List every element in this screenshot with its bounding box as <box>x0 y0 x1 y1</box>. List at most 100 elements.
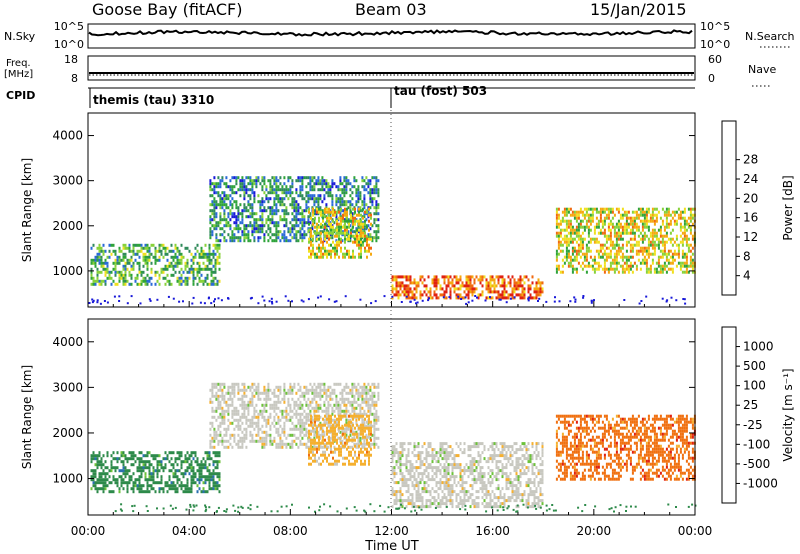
scatter-point <box>145 505 148 508</box>
scatter-point <box>383 295 386 298</box>
scatter-point <box>249 508 252 511</box>
scatter-point <box>291 300 293 303</box>
scatter-point <box>554 509 557 512</box>
colorbar-tick-label: -100 <box>743 437 770 451</box>
scatter-point <box>172 297 175 300</box>
scatter-point <box>574 298 577 301</box>
scatter-point <box>328 298 331 301</box>
y-tick-label: 1000 <box>52 472 83 486</box>
scatter-point <box>379 504 382 507</box>
scatter-point <box>214 298 216 301</box>
scatter-point <box>634 505 637 508</box>
scatter-point <box>204 504 207 507</box>
scatter-point <box>512 508 515 511</box>
scatter-point <box>359 298 362 301</box>
colorbar-tick-label: -25 <box>743 418 763 432</box>
scatter-point <box>442 296 445 299</box>
echo-region <box>555 414 696 481</box>
scatter-point <box>237 510 240 513</box>
scatter-point <box>434 507 437 509</box>
scatter-point <box>387 506 390 509</box>
scatter-point <box>217 506 220 509</box>
scatter-point <box>467 301 470 304</box>
scatter-point <box>271 300 273 303</box>
scatter-point <box>683 298 686 301</box>
scatter-point <box>103 300 106 302</box>
scatter-point <box>268 300 271 303</box>
nsky-panel <box>87 23 696 49</box>
scatter-point <box>276 510 279 513</box>
scatter-point <box>353 506 356 509</box>
date-title: 15/Jan/2015 <box>590 0 687 19</box>
scatter-point <box>625 505 628 508</box>
scatter-point <box>485 510 488 513</box>
scatter-point <box>645 295 648 298</box>
scatter-point <box>146 510 149 512</box>
scatter-point <box>418 506 421 509</box>
scatter-point <box>256 505 259 508</box>
scatter-point <box>208 506 211 509</box>
x-tick-label: 20:00 <box>577 524 612 538</box>
scatter-point <box>502 506 505 509</box>
scatter-point <box>667 503 670 506</box>
scatter-point <box>398 507 401 510</box>
x-tick-label: 00:00 <box>71 524 106 538</box>
scatter-point <box>120 503 123 506</box>
scatter-point <box>665 300 668 303</box>
colorbar-frame <box>721 326 737 504</box>
scatter-point <box>192 296 195 299</box>
scatter-point <box>363 509 366 512</box>
echo-region <box>90 451 221 494</box>
scatter-point <box>88 302 91 304</box>
scatter-point <box>527 299 530 302</box>
scatter-point <box>415 302 417 305</box>
scatter-point <box>499 298 502 301</box>
scatter-point <box>178 300 181 303</box>
scatter-point <box>584 504 587 506</box>
scatter-point <box>210 302 213 305</box>
scatter-point <box>208 296 210 299</box>
scatter-point <box>638 302 641 305</box>
scatter-point <box>374 300 377 303</box>
velocity-panel: 1000 2000 3000 4000 Slant Range [km] 1000 500 1… <box>20 318 795 516</box>
scatter-point <box>421 299 424 302</box>
colorbar-tick-label: 28 <box>743 153 758 167</box>
scatter-point <box>535 507 538 510</box>
scatter-point <box>132 510 135 513</box>
scatter-point <box>270 297 273 300</box>
scatter-point <box>506 507 509 510</box>
scatter-point <box>257 302 260 305</box>
scatter-point <box>420 508 423 511</box>
power-panel: 1000 2000 3000 4000 Slant Range [km] 4 8 12 16 20… <box>20 112 795 308</box>
scatter-point <box>92 299 95 302</box>
scatter-point <box>460 298 463 300</box>
scatter-point <box>271 302 274 305</box>
scatter-point <box>195 504 198 507</box>
scatter-point <box>395 507 398 510</box>
scatter-point <box>291 503 293 506</box>
scatter-point <box>457 295 460 298</box>
scatter-point <box>554 296 556 299</box>
scatter-point <box>118 295 121 298</box>
scatter-point <box>594 505 597 508</box>
scatter-point <box>405 295 408 298</box>
scatter-point <box>215 510 218 513</box>
scatter-point <box>613 510 615 513</box>
scatter-point <box>574 300 577 303</box>
echo-region <box>308 207 372 259</box>
scatter-point <box>139 302 142 305</box>
scatter-point <box>223 510 226 512</box>
scatter-point <box>199 301 202 304</box>
scatter-point <box>370 302 373 305</box>
nsearch-tick-top: 10^5 <box>700 20 730 33</box>
scatter-point <box>314 510 316 513</box>
scatter-point <box>569 300 572 303</box>
scatter-point <box>412 505 415 508</box>
scatter-point <box>185 508 188 511</box>
scatter-point <box>522 503 525 506</box>
scatter-point <box>548 508 551 511</box>
scatter-point <box>91 301 94 304</box>
scatter-point <box>614 506 617 509</box>
scatter-point <box>148 298 151 301</box>
